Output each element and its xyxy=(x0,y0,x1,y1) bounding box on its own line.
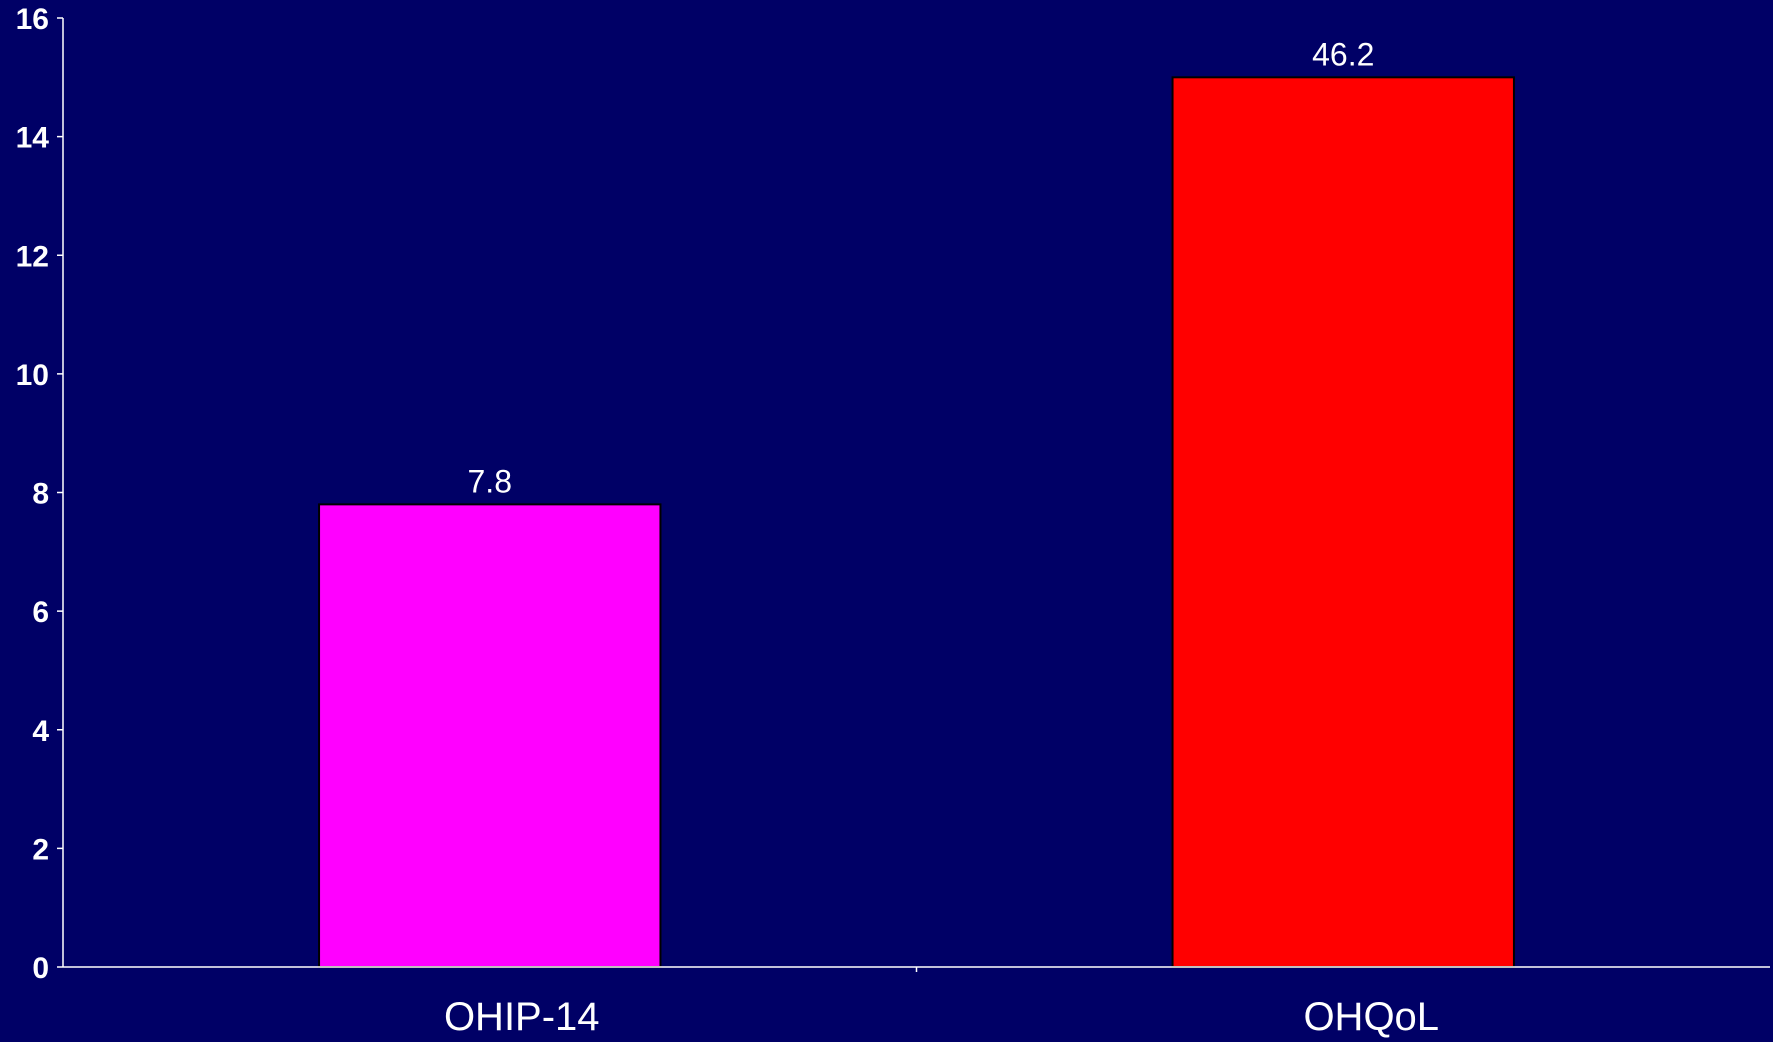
y-tick-labels: 0 2 4 6 8 10 12 14 16 xyxy=(16,3,50,985)
bar-ohqol xyxy=(1171,76,1515,968)
y-tick-label-6: 6 xyxy=(32,596,49,629)
axes-layer xyxy=(57,17,1770,972)
bar-ohip-14 xyxy=(318,503,662,968)
y-tick-label-2: 2 xyxy=(32,833,49,866)
y-tick-label-10: 10 xyxy=(16,359,49,392)
data-labels-layer: 7.8 46.2 xyxy=(468,36,1375,499)
data-label-ohip-14: 7.8 xyxy=(468,463,512,499)
data-label-ohqol: 46.2 xyxy=(1312,36,1374,72)
y-tick-label-16: 16 xyxy=(16,3,49,36)
y-tick-label-12: 12 xyxy=(16,240,49,273)
bars-layer xyxy=(318,76,1515,968)
y-tick-label-4: 4 xyxy=(32,715,49,748)
x-tick-label-ohip-14: OHIP-14 xyxy=(444,995,600,1039)
y-tick-label-0: 0 xyxy=(32,952,49,985)
x-tick-label-ohqol: OHQoL xyxy=(1303,995,1439,1039)
y-tick-label-8: 8 xyxy=(32,478,49,511)
x-tick-labels: OHIP-14 OHQoL xyxy=(444,995,1439,1039)
y-tick-label-14: 14 xyxy=(16,122,50,155)
